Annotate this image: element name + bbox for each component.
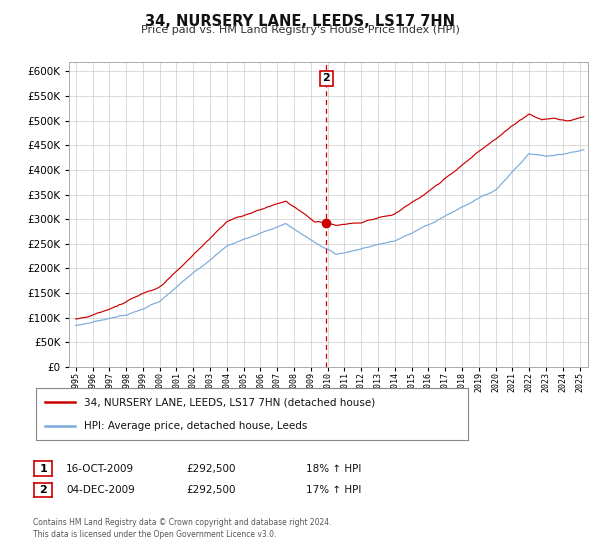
Text: HPI: Average price, detached house, Leeds: HPI: Average price, detached house, Leed…	[83, 421, 307, 431]
Text: 2: 2	[322, 73, 330, 83]
Text: £292,500: £292,500	[186, 464, 235, 474]
Text: 18% ↑ HPI: 18% ↑ HPI	[306, 464, 361, 474]
Text: 1: 1	[40, 464, 47, 474]
Text: £292,500: £292,500	[186, 485, 235, 495]
Text: Contains HM Land Registry data © Crown copyright and database right 2024.
This d: Contains HM Land Registry data © Crown c…	[33, 518, 331, 539]
Text: 34, NURSERY LANE, LEEDS, LS17 7HN: 34, NURSERY LANE, LEEDS, LS17 7HN	[145, 14, 455, 29]
Text: 2: 2	[40, 485, 47, 495]
Text: 34, NURSERY LANE, LEEDS, LS17 7HN (detached house): 34, NURSERY LANE, LEEDS, LS17 7HN (detac…	[83, 397, 375, 407]
Text: Price paid vs. HM Land Registry's House Price Index (HPI): Price paid vs. HM Land Registry's House …	[140, 25, 460, 35]
Text: 04-DEC-2009: 04-DEC-2009	[66, 485, 135, 495]
Text: 16-OCT-2009: 16-OCT-2009	[66, 464, 134, 474]
Text: 17% ↑ HPI: 17% ↑ HPI	[306, 485, 361, 495]
